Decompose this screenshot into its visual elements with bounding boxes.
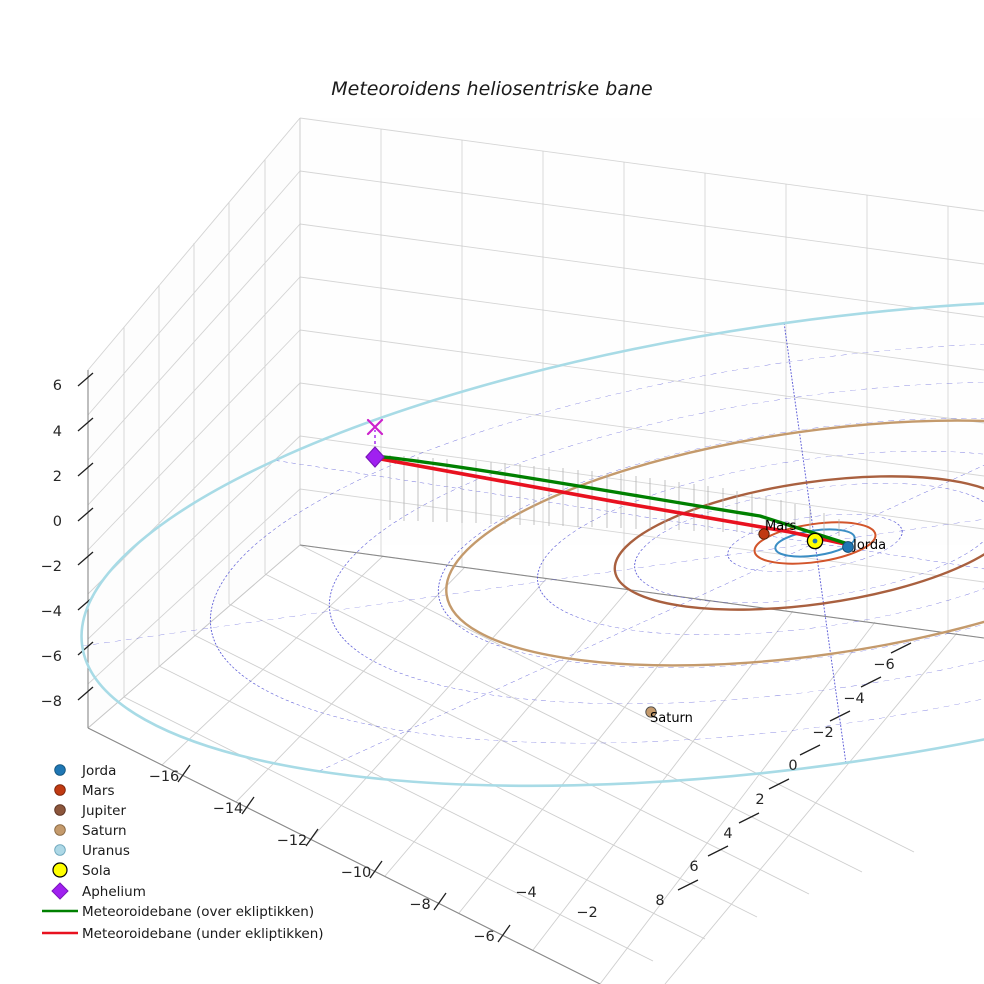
aphelium-marker[interactable]	[365, 446, 385, 468]
z-tick-1: 4	[53, 424, 62, 440]
legend-item-jupiter[interactable]: Jupiter	[54, 803, 127, 819]
legend-label-under-ekliptikken: Meteoroidebane (under ekliptikken)	[82, 926, 324, 942]
legend-label-saturn: Saturn	[82, 823, 127, 839]
legend-item-uranus[interactable]: Uranus	[54, 843, 130, 859]
legend-label-over-ekliptikken: Meteoroidebane (over ekliptikken)	[82, 904, 314, 920]
legend-item-mars[interactable]: Mars	[54, 783, 115, 799]
orbit-saturn	[445, 419, 984, 667]
legend-item-jorda[interactable]: Jorda	[54, 763, 117, 779]
page-title: Meteoroidens heliosentriske bane	[331, 78, 652, 100]
legend-item-sola[interactable]: Sola	[52, 862, 111, 879]
legend-marker-jupiter	[54, 804, 66, 816]
y-tick-3: 0	[788, 758, 797, 774]
x-axis-ticks	[177, 764, 511, 943]
legend-item-aphelium[interactable]: Aphelium	[51, 882, 146, 900]
x-tick-6: −4	[515, 885, 536, 901]
z-tick-labels: 6 4 2 0 −2 −4 −6 −8	[41, 378, 62, 710]
sun-marker-sola[interactable]	[806, 532, 824, 550]
y-tick-4: 2	[755, 792, 764, 808]
legend-marker-saturn	[54, 824, 66, 836]
z-tick-3: 0	[53, 514, 62, 530]
meteoroid-path-under-ekliptikken	[373, 456, 847, 546]
planet-label-saturn: Saturn	[650, 711, 693, 726]
x-tick-2: −12	[277, 833, 308, 849]
meteoroid-path-over-ekliptikken	[373, 454, 847, 545]
legend-item-saturn[interactable]: Saturn	[54, 823, 127, 839]
y-axis-ticks	[677, 642, 912, 891]
legend-label-uranus: Uranus	[82, 843, 130, 859]
x-tick-5: −6	[473, 929, 494, 945]
orbit-jupiter	[613, 475, 984, 611]
legend[interactable]: Jorda Mars Jupiter Saturn Uranus	[42, 763, 324, 942]
orbit-uranus	[80, 298, 984, 788]
legend-marker-jorda	[54, 764, 66, 776]
y-tick-5: 4	[723, 826, 732, 842]
z-tick-2: 2	[53, 469, 62, 485]
planet-point-mars[interactable]	[758, 528, 770, 540]
legend-item-under-ekliptikken[interactable]: Meteoroidebane (under ekliptikken)	[42, 926, 324, 942]
x-tick-labels: −16 −14 −12 −10 −8 −6 −4 −2	[149, 769, 598, 945]
x-tick-1: −14	[213, 801, 244, 817]
z-tick-0: 6	[53, 378, 62, 394]
aphelium-cross-icon	[366, 418, 384, 436]
z-tick-7: −8	[41, 694, 62, 710]
x-tick-0: −16	[149, 769, 180, 785]
legend-marker-sola	[52, 862, 68, 878]
x-tick-4: −8	[409, 897, 430, 913]
legend-item-over-ekliptikken[interactable]: Meteoroidebane (over ekliptikken)	[42, 904, 314, 920]
legend-label-aphelium: Aphelium	[82, 884, 146, 900]
z-tick-4: −2	[41, 559, 62, 575]
y-tick-labels: −6 −4 −2 0 2 4 6 8	[655, 657, 894, 909]
legend-label-mars: Mars	[82, 783, 115, 799]
planet-point-saturn[interactable]	[645, 706, 657, 718]
legend-marker-uranus	[54, 844, 66, 856]
y-tick-2: −2	[812, 725, 833, 741]
legend-label-jorda: Jorda	[81, 763, 116, 779]
y-tick-1: −4	[843, 691, 864, 707]
legend-marker-mars	[54, 784, 66, 796]
z-tick-5: −4	[41, 604, 62, 620]
planet-label-mars: Mars	[765, 519, 797, 534]
planet-point-jorda[interactable]	[842, 541, 854, 553]
legend-marker-aphelium	[51, 882, 69, 900]
y-tick-0: −6	[873, 657, 894, 673]
x-tick-7: −2	[576, 905, 597, 921]
orbit-mars	[753, 521, 877, 565]
legend-label-sola: Sola	[82, 863, 111, 879]
x-tick-3: −10	[341, 865, 372, 881]
y-tick-6: 6	[689, 859, 698, 875]
legend-label-jupiter: Jupiter	[81, 803, 126, 819]
y-tick-7: 8	[655, 893, 664, 909]
planet-label-jorda: Jorda	[852, 538, 886, 553]
z-tick-6: −6	[41, 649, 62, 665]
orbit-jorda	[774, 528, 856, 558]
